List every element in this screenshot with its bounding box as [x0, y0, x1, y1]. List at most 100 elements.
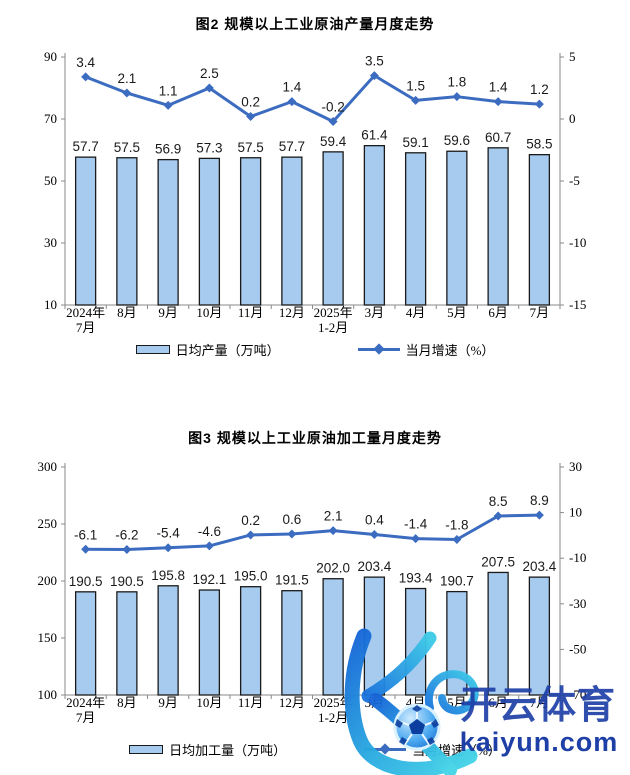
bar-value-label: 57.3 — [196, 140, 222, 155]
bar-value-label: 193.4 — [399, 571, 433, 586]
bar — [74, 591, 97, 696]
line-marker — [81, 544, 91, 554]
x-axis-label: 5月 — [447, 695, 467, 710]
line-value-label: 0.4 — [365, 512, 384, 527]
line-value-label: 2.5 — [200, 66, 219, 81]
line-value-label: 2.1 — [324, 509, 343, 524]
x-axis-label: 10月 — [196, 305, 222, 320]
x-axis-label: 3月 — [365, 305, 385, 320]
bar — [446, 590, 468, 696]
line-value-label: 3.5 — [365, 54, 384, 69]
legend-item-line: 当月增速（%） — [357, 340, 494, 359]
line-marker — [287, 529, 297, 539]
line-value-label: 0.2 — [241, 95, 260, 110]
line-marker — [328, 116, 338, 126]
left-axis-tick: 250 — [38, 516, 58, 531]
legend-label-line: 当月增速（%） — [412, 743, 501, 758]
left-axis-tick: 70 — [44, 111, 57, 126]
bar — [157, 585, 179, 696]
legend-item-bar: 日均产量（万吨） — [135, 340, 280, 359]
bar-swatch-icon — [129, 745, 164, 754]
line-value-label: 2.1 — [117, 71, 136, 86]
bar — [74, 156, 97, 306]
line-value-label: 1.5 — [406, 78, 425, 93]
bar — [487, 147, 509, 306]
x-axis-label: 9月 — [158, 305, 178, 320]
right-axis-tick: 30 — [569, 459, 582, 474]
line-value-label: 8.9 — [530, 493, 549, 508]
x-axis-label: 4月 — [406, 305, 426, 320]
line-marker — [493, 511, 503, 521]
x-axis-label: 11月 — [238, 305, 264, 320]
bar — [198, 589, 221, 696]
bar — [487, 571, 509, 696]
line-marker — [204, 83, 214, 93]
bar-swatch-icon — [135, 345, 170, 354]
bar-value-label: 203.4 — [357, 559, 391, 574]
x-axis-label: 2024年 — [66, 695, 105, 710]
line-swatch-icon — [364, 743, 407, 755]
x-axis-label: 9月 — [158, 695, 178, 710]
bar-value-label: 59.1 — [402, 135, 428, 150]
bar — [446, 150, 468, 306]
x-axis-label: 3月 — [365, 695, 385, 710]
line-marker — [287, 97, 297, 107]
line-value-label: -6.1 — [74, 527, 97, 542]
line-marker — [369, 71, 379, 81]
line-value-label: 0.6 — [282, 512, 301, 527]
x-axis-label: 11月 — [238, 695, 264, 710]
line-value-label: -0.2 — [321, 99, 344, 114]
bar-value-label: 59.4 — [320, 134, 347, 149]
chart2-title: 图3 规模以上工业原油加工量月度走势 — [188, 430, 442, 446]
bar-value-label: 190.5 — [110, 574, 144, 589]
bar — [363, 145, 386, 306]
line-marker — [452, 535, 462, 545]
x-axis-label: 5月 — [447, 305, 467, 320]
bar — [528, 576, 551, 696]
x-axis-label: 7月 — [76, 320, 96, 335]
bar-value-label: 57.5 — [114, 140, 140, 155]
right-axis-tick: 10 — [569, 505, 582, 520]
line-marker — [493, 97, 503, 107]
line-marker — [246, 112, 256, 122]
right-axis-tick: -10 — [569, 235, 586, 250]
bar-value-label: 195.0 — [234, 569, 268, 584]
x-axis-label: 4月 — [406, 695, 426, 710]
growth-line — [85, 513, 540, 552]
x-axis-label: 1-2月 — [318, 320, 348, 335]
legend-label-bar: 日均加工量（万吨） — [169, 743, 287, 758]
right-axis-tick: -10 — [569, 550, 586, 565]
x-axis-label: 7月 — [530, 695, 550, 710]
x-axis-label: 12月 — [279, 305, 305, 320]
line-marker — [81, 72, 91, 82]
line-marker — [246, 530, 256, 540]
right-axis-tick: -50 — [569, 641, 586, 656]
chart2-legend: 日均加工量（万吨） 当月增速（%） — [0, 740, 630, 759]
line-value-label: 1.8 — [447, 75, 466, 90]
legend-item-bar: 日均加工量（万吨） — [129, 740, 286, 759]
line-marker — [204, 541, 214, 551]
line-marker — [534, 99, 544, 109]
left-axis-tick: 200 — [38, 573, 58, 588]
bar — [239, 157, 262, 306]
processing-plot: 100 150 200 250 300 -70 -50 -30 -10 10 30 190.5 190.… — [38, 459, 587, 725]
line-marker — [122, 88, 132, 98]
right-axis-tick: 5 — [569, 49, 576, 64]
line-marker — [411, 534, 421, 544]
x-axis-label: 6月 — [488, 305, 508, 320]
line-marker — [369, 529, 379, 539]
legend-item-line: 当月增速（%） — [364, 740, 501, 759]
growth-line — [85, 74, 540, 123]
line-marker — [163, 100, 173, 110]
x-axis-label: 7月 — [530, 305, 550, 320]
left-axis-tick: 300 — [38, 459, 58, 474]
left-axis-tick: 50 — [44, 173, 57, 188]
line-value-label: -5.4 — [156, 526, 180, 541]
bar-value-label: 57.7 — [72, 139, 98, 154]
x-axis-label: 8月 — [117, 305, 137, 320]
line-value-label: 1.4 — [489, 80, 508, 95]
line-value-label: -4.6 — [198, 524, 221, 539]
x-axis-label: 1-2月 — [318, 710, 348, 725]
line-marker — [163, 543, 173, 553]
